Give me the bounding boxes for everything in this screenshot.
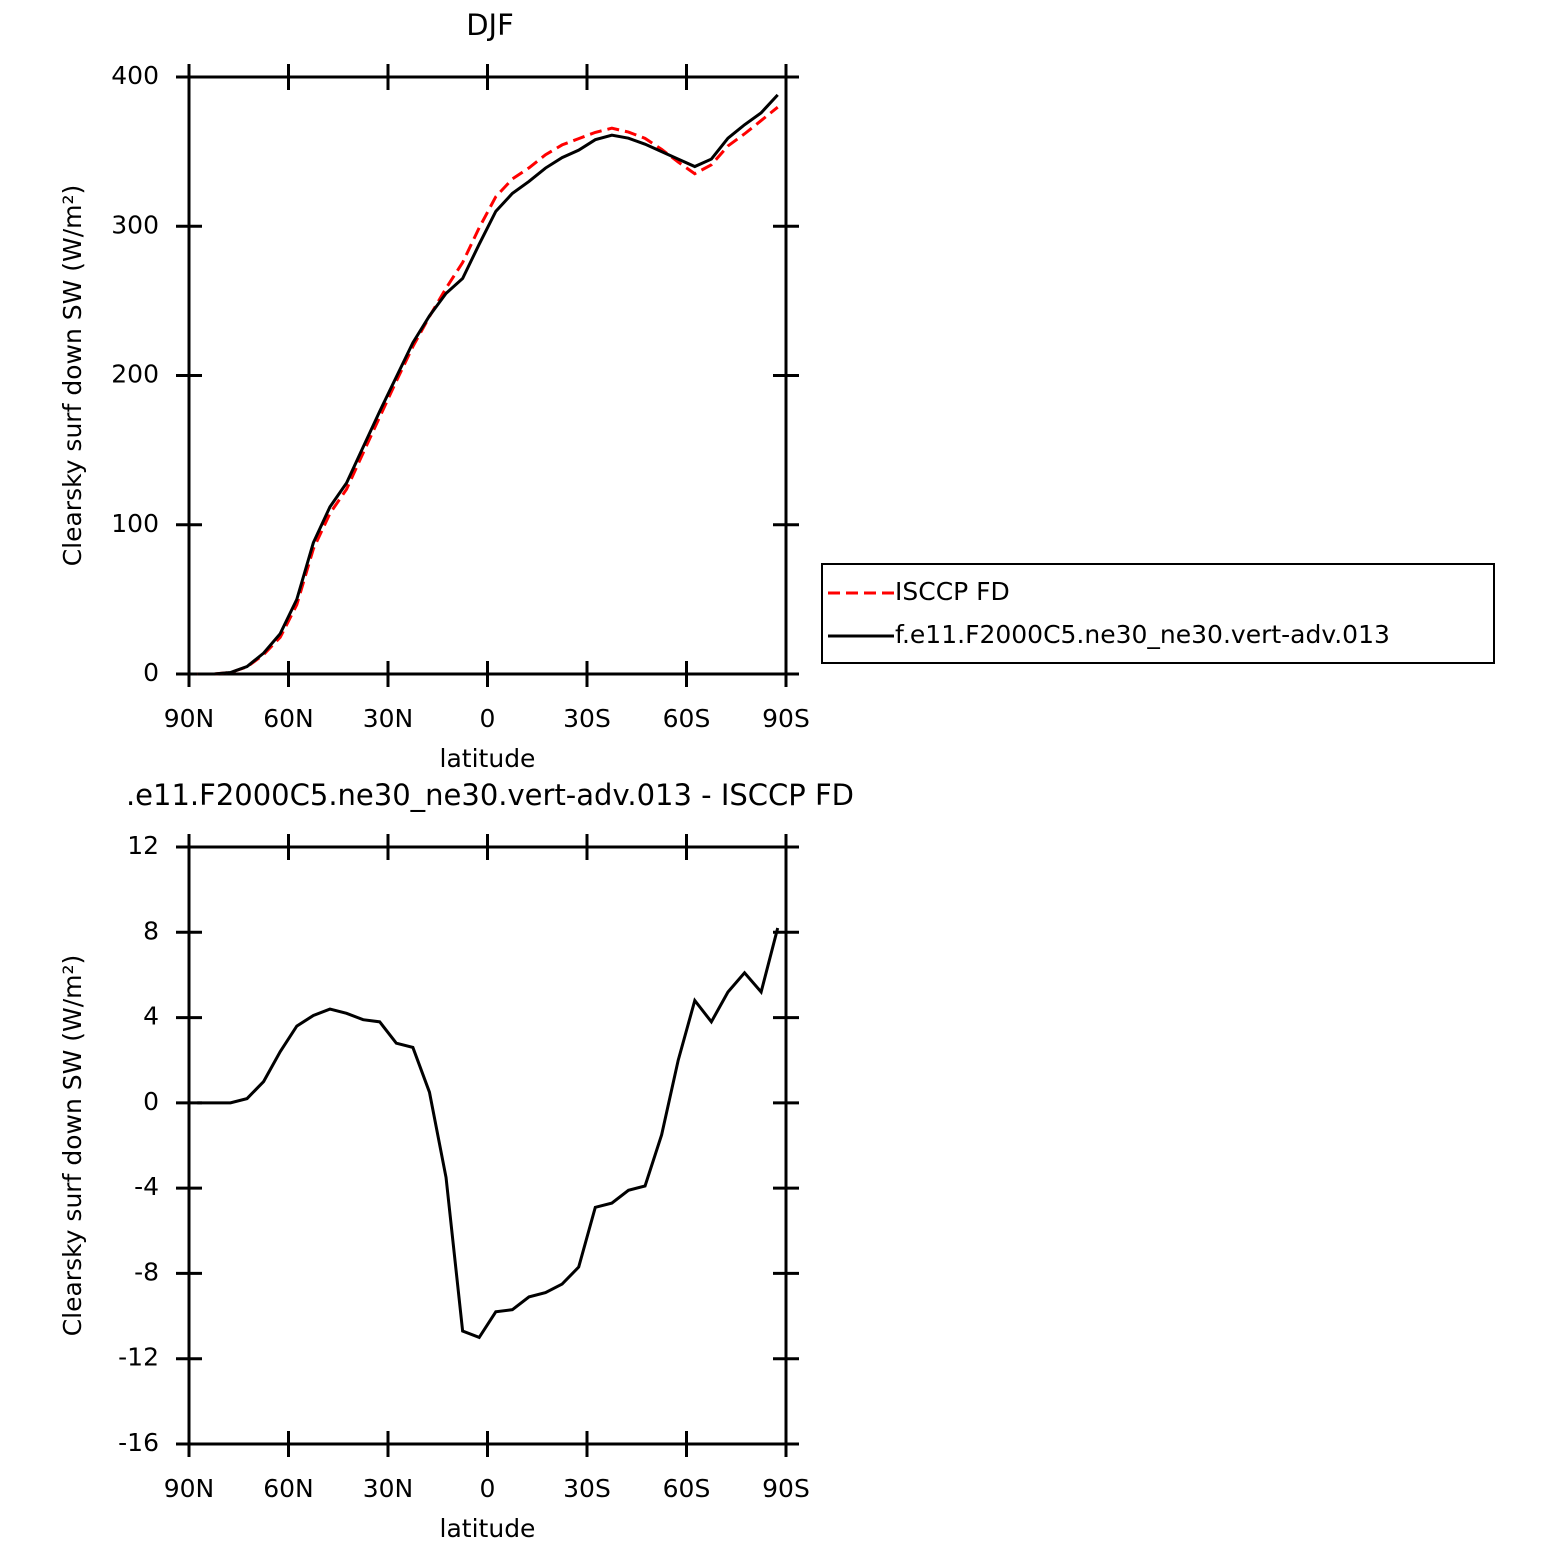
- y-tick-label: 4: [143, 1002, 159, 1031]
- x-tick-label: 0: [480, 1474, 496, 1503]
- y-tick-label: 8: [143, 916, 159, 945]
- chart-title: DJF: [466, 8, 514, 42]
- y-axis-label: Clearsky surf down SW (W/m²): [58, 955, 87, 1337]
- x-tick-label: 60S: [663, 1474, 711, 1503]
- x-tick-label: 60S: [663, 704, 711, 733]
- x-tick-label: 90N: [164, 704, 215, 733]
- x-tick-label: 60N: [263, 1474, 314, 1503]
- x-tick-label: 90N: [164, 1474, 215, 1503]
- y-tick-label: 200: [111, 360, 159, 389]
- x-tick-label: 30N: [363, 1474, 414, 1503]
- y-tick-label: 400: [111, 61, 159, 90]
- plot-frame: [187, 845, 788, 1446]
- x-tick-label: 30N: [363, 704, 414, 733]
- y-axis-label: Clearsky surf down SW (W/m²): [58, 185, 87, 567]
- x-axis-label: latitude: [440, 744, 536, 773]
- x-tick-label: 90S: [762, 1474, 810, 1503]
- x-tick-label: 30S: [563, 704, 611, 733]
- data-line: [197, 105, 779, 676]
- y-tick-label: 300: [111, 210, 159, 239]
- x-tick-label: 90S: [762, 704, 810, 733]
- y-tick-label: -4: [134, 1172, 159, 1201]
- y-tick-label: 0: [143, 1087, 159, 1116]
- y-tick-label: 100: [111, 509, 159, 538]
- y-tick-label: -8: [134, 1257, 159, 1286]
- x-axis-label: latitude: [440, 1514, 536, 1543]
- x-tick-label: 30S: [563, 1474, 611, 1503]
- legend-box: [821, 563, 1495, 664]
- x-tick-label: 0: [480, 704, 496, 733]
- y-tick-label: -12: [118, 1343, 159, 1372]
- data-line: [197, 927, 780, 1340]
- legend-label: ISCCP FD: [895, 577, 1010, 606]
- x-tick-label: 60N: [263, 704, 314, 733]
- y-tick-label: 0: [143, 658, 159, 687]
- chart-title: .e11.F2000C5.ne30_ne30.vert-adv.013 - IS…: [126, 778, 854, 812]
- y-tick-label: 12: [127, 831, 159, 860]
- legend-label: f.e11.F2000C5.ne30_ne30.vert-adv.013: [895, 620, 1390, 649]
- plot-frame: [187, 75, 788, 676]
- y-tick-label: -16: [118, 1428, 159, 1457]
- data-line: [197, 93, 779, 676]
